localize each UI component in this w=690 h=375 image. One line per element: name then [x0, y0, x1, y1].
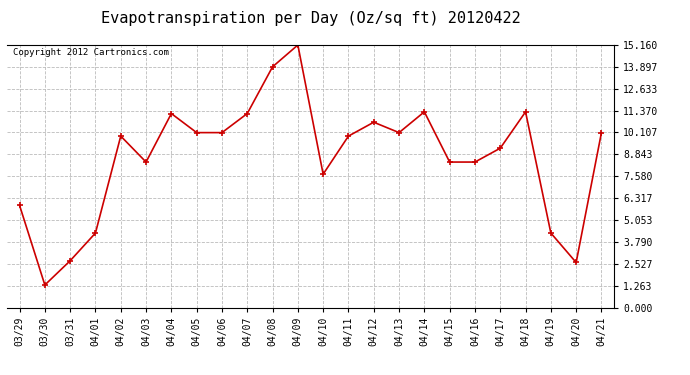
Text: Evapotranspiration per Day (Oz/sq ft) 20120422: Evapotranspiration per Day (Oz/sq ft) 20…	[101, 11, 520, 26]
Text: Copyright 2012 Cartronics.com: Copyright 2012 Cartronics.com	[13, 48, 169, 57]
